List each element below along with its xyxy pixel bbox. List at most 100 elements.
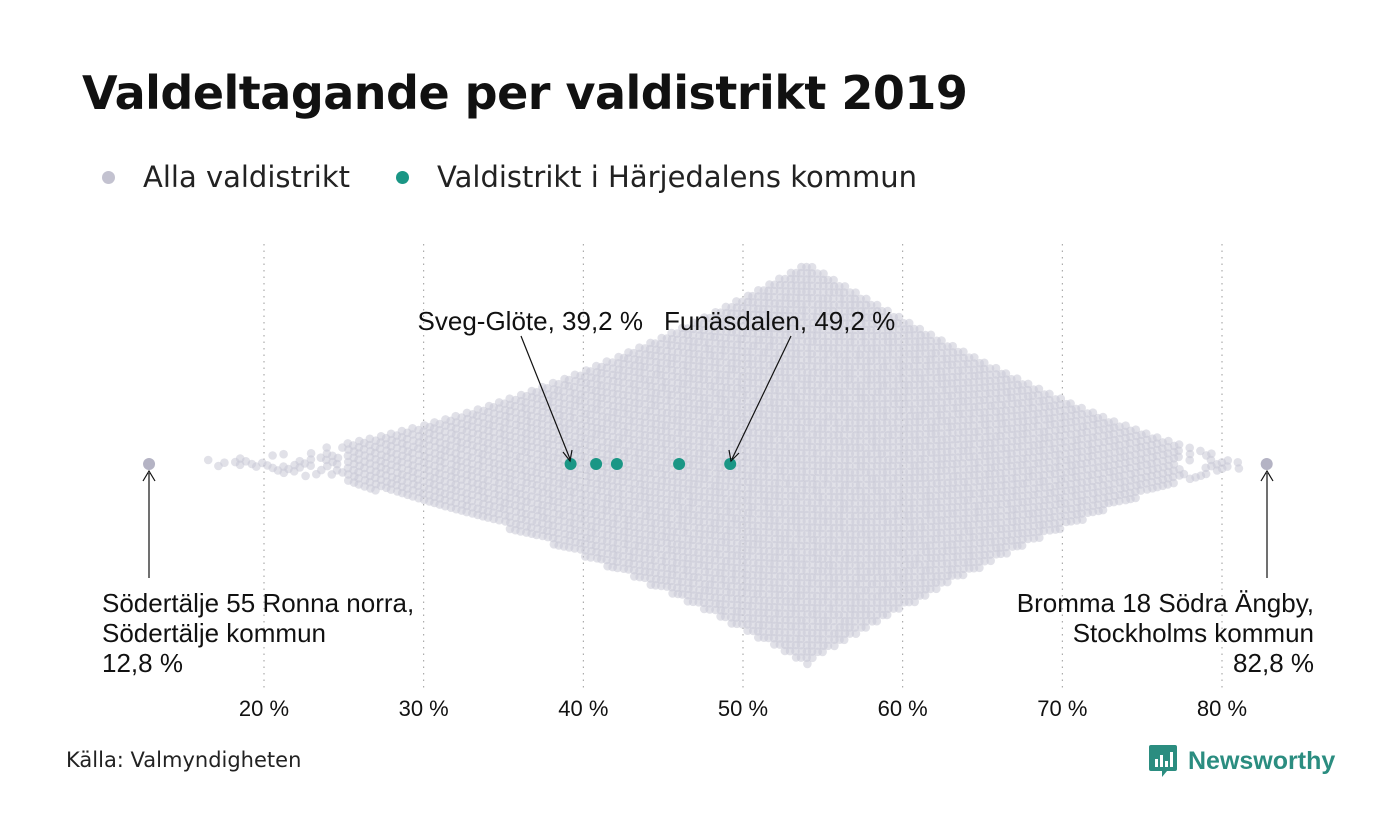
district-dot [667, 576, 676, 586]
district-dot [813, 269, 822, 278]
district-dot [667, 514, 676, 524]
district-dot [764, 305, 773, 314]
district-dot [715, 314, 725, 324]
district-dot [748, 508, 757, 518]
district-dot [969, 483, 978, 492]
district-dot [861, 331, 870, 341]
district-dot [948, 441, 957, 450]
district-dot [753, 416, 763, 425]
district-dot [985, 395, 995, 404]
district-dot [678, 534, 687, 543]
district-dot [926, 336, 935, 346]
district-dot [1131, 425, 1141, 435]
district-dot [915, 554, 924, 563]
district-dot [802, 566, 811, 576]
district-dot [823, 505, 833, 514]
district-dot [748, 347, 757, 357]
district-dot [796, 355, 806, 365]
district-dot [834, 381, 844, 390]
district-dot [861, 431, 871, 440]
district-dot [1039, 446, 1048, 455]
district-dot [726, 582, 736, 591]
district-dot [1045, 395, 1054, 405]
chart-title: Valdeltagande per valdistrikt 2019 [82, 66, 968, 120]
district-dot [791, 312, 800, 321]
district-dot [915, 355, 924, 365]
district-dot [882, 610, 892, 620]
district-dot [958, 490, 968, 499]
district-dot [802, 486, 811, 495]
district-dot [575, 476, 584, 486]
district-dot [812, 535, 822, 545]
district-dot [834, 629, 844, 638]
district-dot [926, 460, 936, 470]
district-dot [775, 553, 784, 563]
district-dot [872, 412, 882, 421]
district-dot [802, 448, 811, 458]
district-dot [775, 634, 784, 643]
district-dot [985, 500, 994, 510]
district-dot [888, 443, 898, 452]
district-dot [688, 504, 698, 514]
district-dot [802, 467, 811, 477]
district-dot [753, 329, 763, 339]
district-dot [894, 517, 903, 526]
district-dot [877, 592, 887, 601]
legend-item-all: Alla valdistrikt [102, 160, 350, 194]
district-dot [1034, 415, 1043, 425]
district-dot [990, 444, 1000, 454]
district-dot [818, 486, 827, 496]
district-dot [279, 449, 288, 459]
district-dot [980, 556, 989, 566]
district-dot [920, 535, 930, 544]
district-dot [764, 453, 773, 463]
district-dot [850, 331, 860, 341]
district-dot [974, 458, 984, 467]
district-dot [786, 454, 795, 464]
district-dot [1028, 496, 1038, 506]
district-dot [769, 435, 779, 445]
district-dot [699, 331, 709, 341]
district-dot [775, 386, 784, 395]
district-dot [775, 516, 784, 525]
district-dot [845, 629, 855, 638]
district-dot [943, 577, 952, 587]
district-dot [791, 547, 800, 557]
district-dot [850, 319, 860, 329]
district-dot [802, 306, 811, 315]
legend: Alla valdistrikt Valdistrikt i Härjedale… [102, 160, 963, 194]
district-dot [867, 493, 876, 502]
district-dot [845, 350, 855, 359]
district-dot [769, 379, 779, 389]
district-dot [661, 371, 671, 381]
district-dot [618, 483, 628, 493]
district-dot [742, 390, 752, 400]
district-dot [823, 331, 833, 341]
district-dot [715, 544, 725, 553]
district-dot [986, 556, 995, 566]
district-dot [1012, 374, 1022, 384]
district-dot [737, 340, 747, 350]
district-dot [856, 536, 866, 545]
district-dot [958, 570, 968, 580]
district-dot [861, 455, 871, 465]
district-dot [829, 530, 838, 539]
district-dot [894, 554, 903, 564]
district-dot [877, 387, 887, 397]
district-dot [769, 509, 779, 519]
district-dot [856, 356, 865, 366]
district-dot [845, 548, 854, 558]
district-dot [840, 294, 849, 304]
district-dot [807, 275, 816, 284]
district-dot [802, 560, 811, 569]
district-dot [613, 563, 622, 573]
district-dot [743, 304, 752, 313]
district-dot [759, 583, 768, 593]
district-dot [640, 368, 649, 378]
district-dot [910, 566, 919, 576]
district-dot [802, 461, 811, 470]
district-dot [554, 528, 563, 538]
district-dot [850, 362, 860, 372]
district-dot [931, 559, 941, 569]
district-dot [780, 566, 790, 575]
